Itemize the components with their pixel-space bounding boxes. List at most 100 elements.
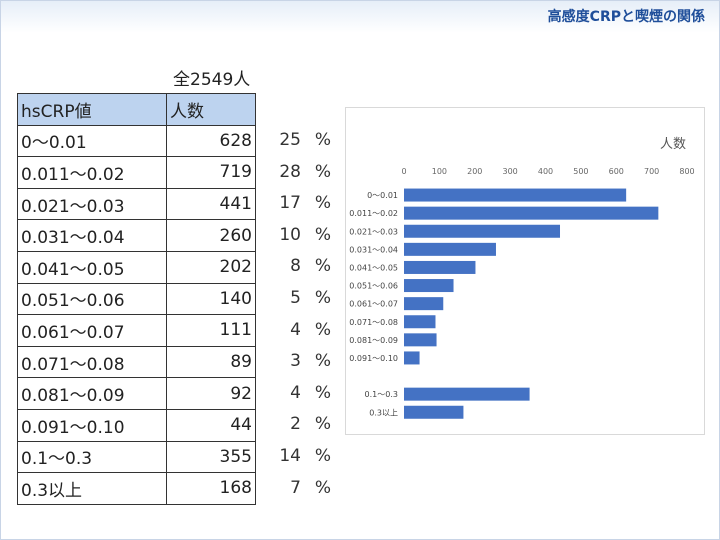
y-category-label: 0.051～0.06 — [349, 282, 398, 291]
table-row: 0.091～0.10 44 — [17, 408, 256, 442]
x-tick-label: 200 — [467, 167, 482, 176]
percent-row: 10% — [269, 220, 331, 252]
table-row: 0.051～0.06 140 — [17, 282, 256, 316]
header-count: 人数 — [166, 93, 256, 126]
slide-title: 高感度CRPと喫煙の関係 — [547, 9, 705, 25]
percent-unit: % — [314, 161, 331, 182]
row-count: 168 — [166, 472, 256, 505]
row-count: 628 — [166, 124, 256, 158]
row-range: 0.041～0.05 — [17, 250, 167, 284]
percent-unit: % — [314, 477, 331, 498]
percent-unit: % — [314, 130, 331, 150]
percent-value: 7 — [290, 477, 301, 498]
row-range: 0.021～0.03 — [17, 187, 167, 221]
x-tick-label: 600 — [609, 167, 624, 176]
percent-row: 4% — [269, 378, 331, 410]
percent-value: 8 — [290, 256, 301, 277]
percent-value: 28 — [279, 161, 301, 182]
percent-unit: % — [314, 193, 331, 214]
y-category-label: 0.1～0.3 — [365, 390, 398, 399]
percent-unit: % — [314, 319, 331, 340]
table-row: 0.1～0.3 355 — [17, 440, 256, 474]
y-category-label: 0.041～0.05 — [349, 263, 398, 272]
y-category-label: 0.011～0.02 — [349, 209, 398, 218]
y-category-label: 0～0.01 — [367, 191, 398, 200]
percent-value: 2 — [290, 414, 301, 435]
row-range: 0.011～0.02 — [17, 156, 167, 189]
x-tick-label: 400 — [538, 167, 553, 176]
table-row: 0～0.01 628 — [17, 124, 256, 158]
row-count: 111 — [166, 314, 256, 347]
percent-value: 4 — [290, 382, 301, 403]
percent-row: 7% — [269, 473, 331, 505]
bar — [404, 279, 454, 293]
row-count: 719 — [166, 156, 256, 189]
percent-row: 8% — [269, 251, 331, 283]
row-range: 0.031～0.04 — [17, 219, 167, 252]
table-row: 0.071～0.08 89 — [17, 345, 256, 379]
row-range: 0.071～0.08 — [17, 345, 167, 379]
bar — [404, 224, 561, 238]
bar — [404, 315, 436, 329]
bar-chart-svg: 人数 0 100 200 300 400 500 600 700 800 0～0.01 0.011～0… — [349, 137, 695, 419]
percent-row: 28% — [269, 157, 331, 189]
y-category-label: 0.031～0.04 — [349, 245, 398, 254]
percent-unit: % — [314, 445, 331, 466]
percent-value: 17 — [279, 193, 301, 214]
x-tick-label: 700 — [644, 167, 659, 176]
title-bar — [1, 1, 719, 33]
row-count: 260 — [166, 219, 256, 252]
y-category-label: 0.081～0.09 — [349, 336, 398, 345]
percent-unit: % — [314, 224, 331, 245]
y-category-label: 0.021～0.03 — [349, 227, 398, 236]
bar — [404, 206, 659, 220]
x-tick-label: 500 — [573, 167, 588, 176]
y-category-label: 0.091～0.10 — [349, 354, 398, 363]
percent-value: 3 — [290, 351, 301, 372]
percent-unit: % — [314, 382, 331, 403]
row-range: 0.091～0.10 — [17, 408, 167, 442]
percent-unit: % — [314, 351, 331, 372]
percent-row: 14% — [269, 441, 331, 473]
percent-unit: % — [314, 414, 331, 435]
row-count: 202 — [166, 250, 256, 284]
table-header-row: hsCRP値 人数 — [17, 93, 256, 126]
percent-unit: % — [314, 256, 331, 277]
y-category-label: 0.071～0.08 — [349, 318, 398, 327]
row-range: 0.1～0.3 — [17, 440, 167, 474]
y-category-label: 0.3以上 — [369, 408, 398, 417]
percent-row: 4% — [269, 315, 331, 347]
bar — [404, 333, 437, 347]
row-range: 0.081～0.09 — [17, 377, 167, 410]
percent-value: 10 — [279, 224, 301, 245]
chart-title: 人数 — [660, 137, 686, 152]
percent-value: 14 — [279, 445, 301, 466]
row-range: 0.051～0.06 — [17, 282, 167, 316]
x-tick-label: 100 — [432, 167, 447, 176]
table-row: 0.3以上 168 — [17, 472, 256, 505]
bar — [404, 405, 464, 419]
table-row: 0.041～0.05 202 — [17, 250, 256, 284]
percent-row: 25% — [269, 125, 331, 157]
percent-row: 3% — [269, 346, 331, 378]
row-range: 0.061～0.07 — [17, 314, 167, 347]
hscrp-table: hsCRP値 人数 0～0.01 628 0.011～0.02 719 0.021～0.… — [17, 93, 256, 505]
percent-row: 2% — [269, 409, 331, 441]
bar-chart: 人数 0 100 200 300 400 500 600 700 800 0～0.01 0.011～0… — [345, 107, 705, 435]
table-row: 0.011～0.02 719 — [17, 156, 256, 189]
table-row: 0.061～0.07 111 — [17, 314, 256, 347]
bar — [404, 242, 496, 256]
percent-value: 25 — [279, 130, 301, 150]
x-tick-label: 800 — [679, 167, 694, 176]
bar — [404, 260, 476, 274]
header-hscrp: hsCRP値 — [17, 93, 167, 126]
table-row: 0.081～0.09 92 — [17, 377, 256, 410]
percent-unit: % — [314, 287, 331, 308]
percent-value: 5 — [290, 287, 301, 308]
bar — [404, 351, 420, 365]
row-count: 92 — [166, 377, 256, 410]
percent-value: 4 — [290, 319, 301, 340]
percent-column: 25% 28% 17% 10% 8% 5% 4% 3% 4% 2% 14% 7% — [269, 125, 331, 504]
table-row: 0.021～0.03 441 — [17, 187, 256, 221]
